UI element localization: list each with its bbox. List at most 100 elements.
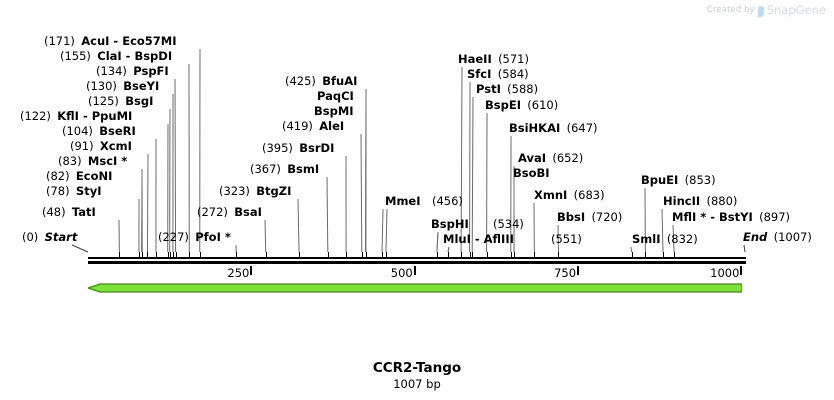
restriction-site-label[interactable]: (272) BsaI <box>197 206 262 218</box>
enzyme-name: PspFI <box>133 64 169 78</box>
terminal-label-end: End (1007) <box>743 231 812 243</box>
enzyme-name: XcmI <box>99 139 132 153</box>
site-position: (48) <box>42 205 66 219</box>
restriction-site-label[interactable]: (134) PspFI <box>96 65 169 77</box>
restriction-site-label[interactable]: (122) KflI - PpuMI <box>20 110 132 122</box>
restriction-site-label[interactable]: AvaI (652) <box>518 152 583 164</box>
terminal-name: End <box>743 230 768 244</box>
site-tick <box>534 252 536 258</box>
restriction-site-label[interactable]: HaeII (571) <box>458 53 529 65</box>
site-tick <box>469 252 471 258</box>
terminal-position: (0) <box>22 230 39 244</box>
site-tick <box>172 252 174 258</box>
enzyme-name: MmeI <box>385 194 421 208</box>
enzyme-name: ClaI - BspDI <box>97 49 173 63</box>
site-position: (897) <box>759 210 791 224</box>
orf-arrow-shape <box>88 283 742 293</box>
site-leader-line <box>146 153 149 253</box>
restriction-site-label[interactable]: MmeI <box>385 195 421 207</box>
restriction-site-label[interactable]: BbsI (720) <box>557 211 622 223</box>
restriction-site-label[interactable]: (395) BsrDI <box>262 142 334 154</box>
restriction-site-label[interactable]: BsiHKAI (647) <box>509 122 598 134</box>
restriction-site-label[interactable]: XmnI (683) <box>534 189 605 201</box>
enzyme-name: BsgI <box>125 94 154 108</box>
restriction-site-label[interactable]: (48) TatI <box>42 206 96 218</box>
site-position: (571) <box>498 52 529 66</box>
enzyme-name: AcuI - Eco57MI <box>81 34 177 48</box>
restriction-site-label[interactable]: PaqCI <box>317 90 354 102</box>
restriction-site-label[interactable]: (323) BtgZI <box>219 185 291 197</box>
site-position: (227) <box>158 230 189 244</box>
restriction-site-label[interactable]: BspMI <box>314 105 354 117</box>
restriction-site-label[interactable]: (155) ClaI - BspDI <box>60 50 172 62</box>
restriction-site-label[interactable]: (456) <box>432 195 463 207</box>
ruler-tick <box>577 266 580 275</box>
enzyme-name: TatI <box>71 205 96 219</box>
site-tick <box>327 252 329 258</box>
site-tick <box>169 252 171 258</box>
restriction-site-label[interactable]: (130) BseYI <box>86 80 159 92</box>
restriction-site-label[interactable]: SmlI (832) <box>632 233 698 245</box>
restriction-site-label[interactable]: MflI * - BstYI (897) <box>672 211 790 223</box>
site-tick <box>147 252 149 258</box>
restriction-site-label[interactable]: (551) <box>551 233 582 245</box>
restriction-site-label[interactable]: (104) BseRI <box>62 125 136 137</box>
restriction-site-label[interactable]: (419) AleI <box>282 120 344 132</box>
site-position: (122) <box>20 109 51 123</box>
restriction-site-label[interactable]: HincII (880) <box>663 195 737 207</box>
site-position: (125) <box>88 94 119 108</box>
site-leader-line <box>297 198 300 253</box>
site-tick <box>436 252 438 258</box>
site-leader-line <box>436 231 439 253</box>
ruler-tick <box>740 266 743 275</box>
site-position: (584) <box>497 67 529 81</box>
restriction-site-label[interactable]: PstI (588) <box>476 83 538 95</box>
enzyme-name: HincII <box>663 194 701 208</box>
site-tick <box>141 252 143 258</box>
enzyme-name: HaeII <box>458 52 492 66</box>
restriction-site-label[interactable]: (78) StyI <box>46 185 101 197</box>
enzyme-name: BseYI <box>123 79 160 93</box>
backbone-line-top <box>88 257 746 259</box>
restriction-site-label[interactable]: BsoBI <box>513 167 550 179</box>
site-tick <box>265 252 267 258</box>
terminal-name: Start <box>44 230 78 244</box>
restriction-site-label[interactable]: (534) <box>493 218 524 230</box>
site-tick <box>514 252 516 258</box>
restriction-site-label[interactable]: (171) AcuI - Eco57MI <box>44 35 177 47</box>
site-position: (456) <box>432 194 463 208</box>
restriction-site-label[interactable]: (83) MscI * <box>58 155 127 167</box>
site-tick <box>461 252 463 258</box>
restriction-site-label[interactable]: BpuEI (853) <box>641 174 716 186</box>
page-title: CCR2-Tango <box>372 360 462 376</box>
site-tick <box>663 252 664 258</box>
restriction-site-label[interactable]: (91) XcmI <box>70 140 132 152</box>
ruler-label: 500 <box>390 266 413 280</box>
restriction-site-label[interactable]: (82) EcoNI <box>46 170 112 182</box>
site-tick <box>346 252 348 258</box>
ruler-tick <box>413 266 416 275</box>
restriction-site-label[interactable]: (227) PfoI * <box>158 231 231 243</box>
site-position: (853) <box>684 173 716 187</box>
restriction-site-label[interactable]: (425) BfuAI <box>285 75 357 87</box>
enzyme-name: BspMI <box>314 104 354 118</box>
restriction-site-label[interactable]: MluI - AflIII <box>443 233 514 245</box>
restriction-site-label[interactable]: (367) BsmI <box>250 163 319 175</box>
restriction-site-label[interactable]: SfcI (584) <box>467 68 529 80</box>
restriction-site-label[interactable]: BspHI <box>431 218 469 230</box>
restriction-site-label[interactable]: BspEI (610) <box>485 99 558 111</box>
enzyme-name: MflI * - BstYI <box>672 210 753 224</box>
site-position: (652) <box>552 151 584 165</box>
site-position: (171) <box>44 34 75 48</box>
site-position: (130) <box>86 79 117 93</box>
site-position: (367) <box>250 162 281 176</box>
site-position: (272) <box>197 205 228 219</box>
watermark-prefix: Created by <box>706 5 755 15</box>
sequence-length: 1007 bp <box>393 377 441 391</box>
enzyme-name: PfoI * <box>195 230 231 244</box>
enzyme-name: XmnI <box>534 188 568 202</box>
site-leader-line <box>471 96 474 253</box>
site-leader-line <box>264 219 267 253</box>
restriction-site-label[interactable]: (125) BsgI <box>88 95 153 107</box>
site-tick <box>236 252 238 258</box>
